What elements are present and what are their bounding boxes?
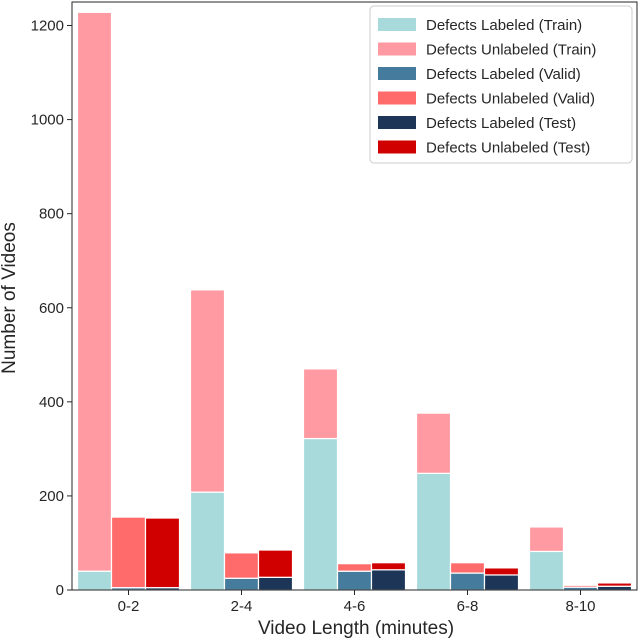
bar-6-8-test-labeled xyxy=(483,574,520,591)
bar-4-6-train-unlabeled xyxy=(302,368,339,440)
y-tick-label: 600 xyxy=(39,300,64,317)
bar-4-6-valid-labeled xyxy=(336,570,373,591)
legend-swatch xyxy=(378,42,416,56)
bar-4-6-test-labeled xyxy=(370,569,407,591)
legend-swatch xyxy=(378,91,416,105)
bar-8-10-train-labeled xyxy=(528,550,565,591)
legend-swatch xyxy=(378,116,416,129)
bar-4-6-valid-unlabeled xyxy=(336,563,373,572)
legend-entry: Defects Unlabeled (Test) xyxy=(426,140,590,157)
bar-0-2-train-unlabeled xyxy=(76,11,113,572)
legend-swatch xyxy=(378,140,416,154)
y-tick-label: 400 xyxy=(39,394,64,411)
bar-2-4-test-unlabeled xyxy=(257,549,294,578)
y-axis-label: Number of Videos xyxy=(0,222,20,374)
y-tick-label: 800 xyxy=(39,206,64,223)
legend-entry: Defects Labeled (Valid) xyxy=(426,66,581,83)
bar-2-4-test-labeled xyxy=(257,576,294,591)
x-tick-label: 2-4 xyxy=(231,598,253,615)
legend-entry: Defects Labeled (Train) xyxy=(426,17,582,34)
legend-swatch xyxy=(378,67,416,80)
bar-4-6-train-labeled xyxy=(302,437,339,591)
bars-layer xyxy=(76,11,633,591)
axes-layer: 0-2 2-4 4-6 6-8 8-10 0 200 400 600 800 1000 1200 xyxy=(31,1,638,615)
bar-6-8-train-unlabeled xyxy=(415,412,452,474)
legend-entry: Defects Unlabeled (Valid) xyxy=(426,91,595,108)
y-tick-label: 0 xyxy=(56,582,64,599)
x-tick-label: 4-6 xyxy=(344,598,366,615)
bar-0-2-valid-unlabeled xyxy=(110,516,147,589)
legend: Defects Labeled (Train) Defects Unlabeled… xyxy=(369,5,633,164)
y-tick-label: 200 xyxy=(39,488,64,505)
bar-0-2-train-labeled xyxy=(76,570,113,591)
legend-swatch xyxy=(378,18,416,31)
bar-0-2-test-unlabeled xyxy=(144,517,181,589)
x-tick-label: 6-8 xyxy=(457,598,479,615)
bar-8-10-test-unlabeled xyxy=(596,582,633,587)
y-tick-label: 1000 xyxy=(31,112,64,129)
legend-entry: Defects Unlabeled (Train) xyxy=(426,42,596,59)
bar-8-10-valid-unlabeled xyxy=(562,584,599,588)
bar-6-8-valid-unlabeled xyxy=(449,562,486,574)
bar-6-8-valid-labeled xyxy=(449,572,486,591)
bar-6-8-test-unlabeled xyxy=(483,567,520,576)
legend-frame xyxy=(369,5,633,164)
bar-8-10-train-unlabeled xyxy=(528,526,565,553)
plot-frame xyxy=(71,1,638,591)
x-tick-label: 8-10 xyxy=(565,598,595,615)
y-tick-label: 1200 xyxy=(31,18,64,35)
bar-2-4-valid-unlabeled xyxy=(223,552,260,579)
bar-4-6-test-unlabeled xyxy=(370,562,407,571)
bar-6-8-train-labeled xyxy=(415,472,452,591)
x-tick-label: 0-2 xyxy=(118,598,140,615)
legend-entry: Defects Labeled (Test) xyxy=(426,115,576,132)
x-axis-label: Video Length (minutes) xyxy=(258,618,454,639)
bar-2-4-valid-labeled xyxy=(223,577,260,591)
bar-2-4-train-unlabeled xyxy=(189,289,226,493)
bar-2-4-train-labeled xyxy=(189,491,226,591)
